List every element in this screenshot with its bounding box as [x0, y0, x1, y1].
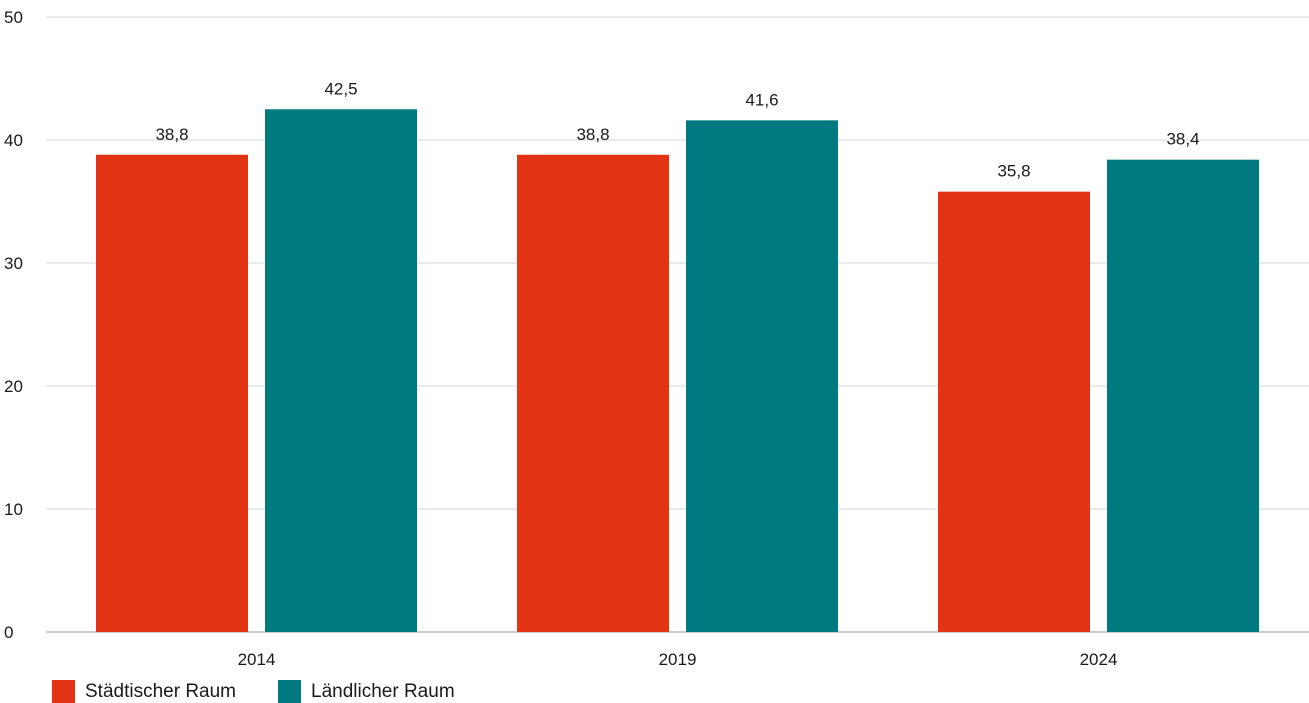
bars: 38,8 42,5 38,8 41,6 35,8 38,4 — [96, 79, 1259, 632]
legend-swatch-laendlich — [278, 680, 302, 703]
legend-item-laendlich[interactable]: Ländlicher Raum — [278, 680, 455, 703]
data-label: 38,8 — [576, 125, 609, 144]
data-label: 41,6 — [745, 90, 778, 109]
bar-staedtisch-2014[interactable] — [96, 154, 248, 632]
x-tick-label: 2019 — [659, 650, 697, 669]
bar-staedtisch-2024[interactable] — [938, 191, 1090, 632]
legend-label-laendlich: Ländlicher Raum — [311, 680, 455, 702]
x-tick-label: 2024 — [1080, 650, 1118, 669]
x-axis-labels: 2014 2019 2024 — [238, 650, 1118, 669]
y-tick-label: 10 — [4, 500, 23, 519]
data-label: 42,5 — [324, 79, 357, 98]
x-tick-label: 2014 — [238, 650, 276, 669]
bar-laendlich-2024[interactable] — [1107, 159, 1259, 632]
legend-swatch-staedtisch — [52, 680, 75, 703]
y-tick-label: 0 — [4, 623, 13, 642]
bar-laendlich-2019[interactable] — [686, 120, 838, 632]
y-tick-label: 30 — [4, 254, 23, 273]
bar-laendlich-2014[interactable] — [265, 109, 417, 632]
legend-item-staedtisch[interactable]: Städtischer Raum — [52, 680, 236, 703]
y-tick-label: 20 — [4, 377, 23, 396]
bar-staedtisch-2019[interactable] — [517, 154, 669, 632]
y-axis-labels: 0 10 20 30 40 50 — [4, 8, 23, 642]
data-label: 35,8 — [997, 162, 1030, 181]
y-tick-label: 40 — [4, 131, 23, 150]
data-label: 38,4 — [1166, 130, 1199, 149]
data-label: 38,8 — [155, 125, 188, 144]
y-tick-label: 50 — [4, 8, 23, 27]
legend: Städtischer Raum Ländlicher Raum — [52, 680, 497, 703]
legend-label-staedtisch: Städtischer Raum — [85, 680, 237, 702]
gridlines — [46, 16, 1309, 633]
